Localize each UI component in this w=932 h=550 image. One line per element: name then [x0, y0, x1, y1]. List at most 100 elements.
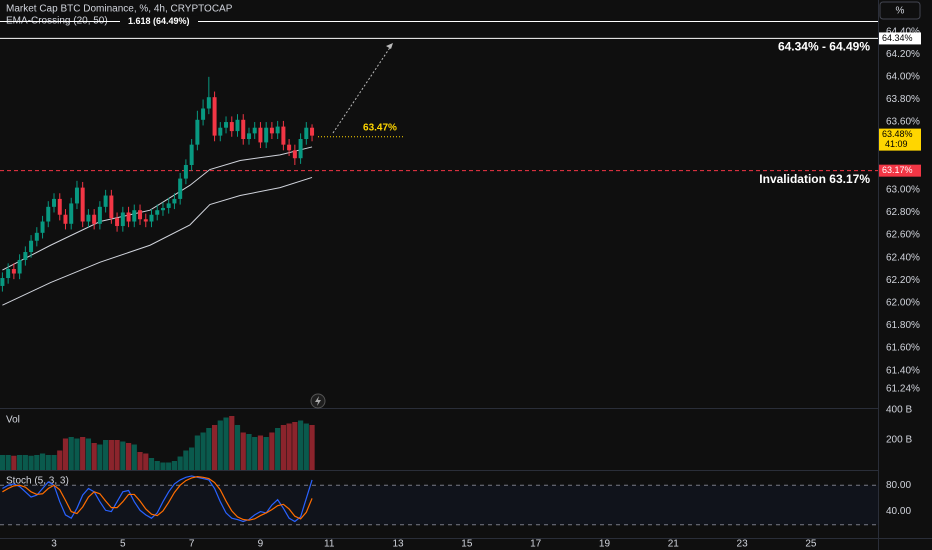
candle-body	[287, 144, 292, 151]
volume-bar	[125, 443, 132, 470]
candle-body	[235, 119, 240, 132]
replay-icon[interactable]	[310, 393, 326, 409]
candle-body	[74, 187, 79, 204]
price-badge-label: 63.17%	[882, 165, 913, 175]
level-label: 1.618 (64.49%)	[128, 16, 190, 26]
x-tick-label: 3	[51, 539, 57, 550]
volume-bar	[51, 455, 57, 470]
candle-body	[241, 119, 246, 140]
candle-body	[29, 240, 34, 253]
stoch-line	[2, 476, 313, 521]
volume-bar	[240, 432, 246, 470]
volume-bar	[97, 444, 103, 470]
volume-bar	[257, 435, 264, 470]
level-note: 63.47%	[363, 122, 397, 133]
candle-body	[6, 268, 11, 279]
x-tick-label: 23	[737, 539, 749, 550]
y-tick-label: 62.80%	[886, 207, 920, 218]
volume-bar	[120, 441, 126, 470]
candle-body	[11, 268, 16, 274]
volume-bar	[297, 420, 304, 470]
candle-body	[149, 214, 154, 222]
scale-button-label[interactable]: %	[896, 6, 905, 17]
volume-bar	[103, 440, 109, 470]
x-tick-label: 21	[668, 539, 680, 550]
candle-body	[57, 198, 62, 215]
candle-body	[258, 127, 263, 143]
y-tick-label: 400 B	[886, 405, 912, 416]
x-tick-label: 15	[461, 539, 473, 550]
candle-body	[80, 187, 85, 222]
volume-bar	[137, 452, 143, 470]
volume-bar	[189, 447, 195, 470]
candle-body	[92, 214, 97, 224]
pane-title: Stoch (5, 3, 3)	[6, 476, 69, 487]
y-tick-label: 40.00	[886, 506, 911, 517]
volume-bar	[292, 422, 298, 470]
y-tick-label: 61.24%	[886, 383, 920, 394]
candle-body	[189, 144, 194, 166]
candle-body	[206, 97, 211, 109]
volume-bar	[223, 417, 229, 470]
x-tick-label: 17	[530, 539, 542, 550]
volume-bar	[114, 440, 120, 470]
candle-body	[281, 126, 286, 145]
volume-bar	[206, 428, 212, 470]
candle-body	[109, 195, 114, 219]
volume-bar	[11, 455, 17, 470]
volume-bar	[217, 420, 223, 470]
candle-body	[132, 210, 137, 222]
last-price-label: 63.48%	[882, 129, 913, 139]
ema-line	[2, 176, 313, 306]
candle-body	[275, 126, 280, 134]
volume-bar	[252, 437, 258, 470]
price-badge-label: 64.34%	[882, 33, 913, 43]
candle-body	[229, 122, 234, 132]
candle-body	[178, 178, 183, 199]
volume-bar	[22, 455, 28, 470]
candle-body	[166, 203, 171, 208]
candle-body	[310, 127, 315, 136]
volume-bar	[39, 453, 46, 470]
y-tick-label: 61.40%	[886, 365, 920, 376]
volume-bar	[160, 462, 166, 470]
y-tick-label: 64.40%	[886, 26, 920, 37]
candle-body	[212, 97, 217, 136]
y-tick-label: 63.00%	[886, 185, 920, 196]
candle-body	[304, 127, 309, 140]
candle-body	[218, 127, 223, 136]
candle-body	[69, 203, 74, 224]
candle-body	[252, 127, 257, 134]
volume-bar	[91, 443, 97, 470]
y-tick-label: 62.00%	[886, 298, 920, 309]
scale-button[interactable]	[879, 1, 921, 20]
volume-bar	[80, 437, 86, 470]
candle-body	[103, 195, 108, 207]
volume-bar	[148, 458, 155, 470]
volume-bar	[85, 438, 92, 470]
x-tick-label: 9	[258, 539, 264, 550]
candle-body	[269, 127, 274, 134]
volume-bar	[34, 455, 40, 470]
candle-body	[34, 232, 39, 241]
candle-body	[0, 278, 5, 286]
candle-body	[138, 210, 143, 220]
volume-bar	[309, 425, 315, 470]
ema-line	[2, 146, 313, 271]
y-tick-label: 61.60%	[886, 343, 920, 354]
candle-body	[224, 122, 229, 128]
pane-title: Vol	[6, 415, 20, 426]
volume-bar	[68, 437, 74, 470]
volume-bar	[45, 455, 51, 470]
target-arrow	[332, 43, 393, 134]
y-tick-label: 200 B	[886, 435, 912, 446]
volume-bar	[5, 455, 11, 470]
volume-bar	[62, 438, 69, 470]
y-tick-label: 61.80%	[886, 320, 920, 331]
volume-bar	[211, 425, 218, 470]
y-tick-label: 80.00	[886, 480, 911, 491]
x-tick-label: 7	[189, 539, 195, 550]
volume-bar	[0, 455, 6, 470]
candle-body	[201, 108, 206, 120]
